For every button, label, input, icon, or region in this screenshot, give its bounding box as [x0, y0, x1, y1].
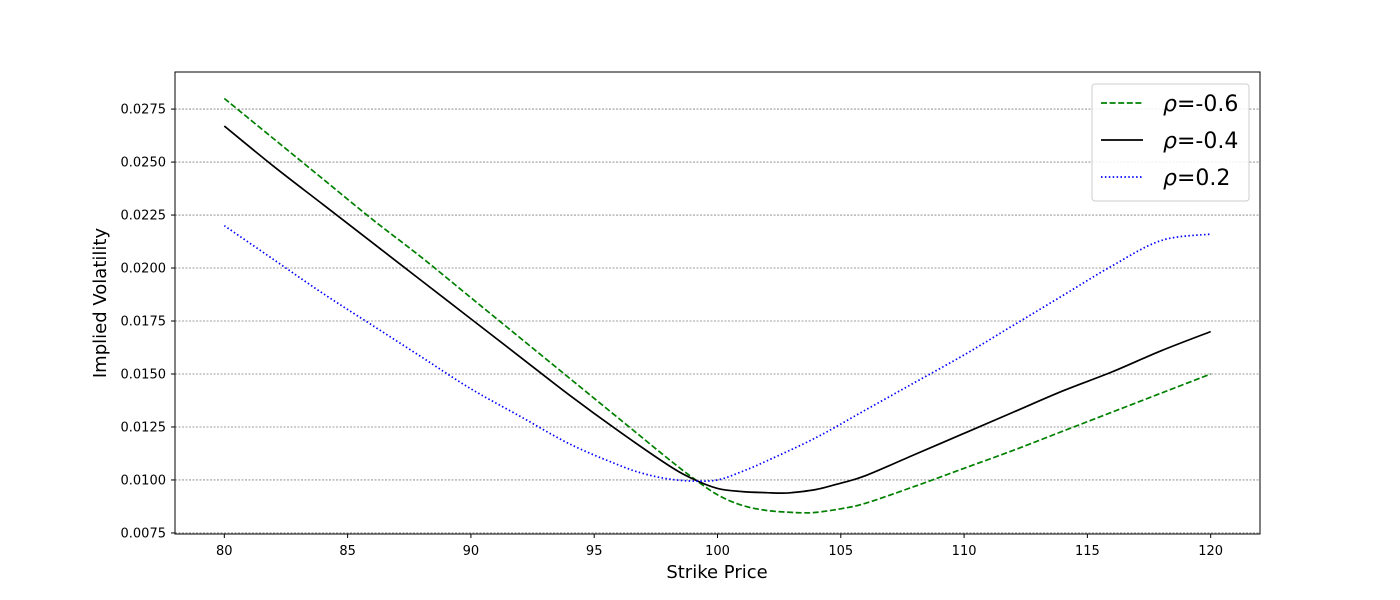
legend-value: =-0.4 [1177, 129, 1238, 154]
y-tick-label: 0.0250 [121, 156, 167, 171]
x-tick-label: 90 [463, 544, 480, 559]
x-tick-label: 120 [1198, 544, 1223, 559]
series-line-1 [223, 97, 1211, 514]
x-tick-label: 100 [705, 544, 730, 559]
series-lines [223, 97, 1211, 514]
series-line-2 [223, 125, 1211, 494]
legend-value: =-0.6 [1177, 92, 1238, 117]
x-tick-label: 115 [1075, 544, 1100, 559]
grid-lines [175, 108, 1260, 534]
legend-rho-symbol: ρ [1163, 92, 1177, 117]
legend: ρ=-0.6ρ=-0.4ρ=0.2 [1091, 83, 1250, 202]
y-tick-label: 0.0150 [121, 367, 167, 382]
y-tick-label: 0.0100 [121, 473, 167, 488]
y-tick-label: 0.0275 [121, 103, 167, 118]
x-tick-label: 105 [828, 544, 853, 559]
legend-label-3: ρ=0.2 [1163, 166, 1230, 191]
y-tick-label: 0.0075 [121, 526, 167, 541]
legend-box [1091, 83, 1250, 202]
y-axis-ticks: 0.0075 0.0100 0.0125 0.0150 0.0175 0.0200 0.02… [121, 103, 175, 541]
y-tick-label: 0.0125 [121, 420, 167, 435]
series-line-3 [223, 224, 1211, 483]
y-tick-label: 0.0200 [121, 262, 167, 277]
legend-rho-symbol: ρ [1163, 166, 1177, 191]
legend-label-1: ρ=-0.6 [1163, 92, 1238, 117]
y-axis-title: Implied Volatility [90, 228, 111, 379]
x-axis-title: Strike Price [666, 562, 767, 583]
x-tick-label: 80 [216, 544, 233, 559]
y-tick-label: 0.0175 [121, 315, 167, 330]
y-tick-label: 0.0225 [121, 209, 167, 224]
legend-value: =0.2 [1177, 166, 1230, 191]
legend-rho-symbol: ρ [1163, 129, 1177, 154]
x-axis-ticks: 80 85 90 95 100 105 110 115 120 [216, 534, 1223, 559]
x-tick-label: 110 [952, 544, 977, 559]
x-tick-label: 85 [339, 544, 356, 559]
x-tick-label: 95 [586, 544, 603, 559]
legend-label-2: ρ=-0.4 [1163, 129, 1238, 154]
